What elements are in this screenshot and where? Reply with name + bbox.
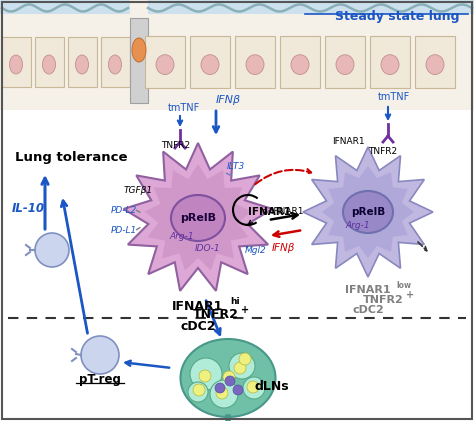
Text: PD-L1: PD-L1 (111, 226, 137, 234)
Text: TNFR2: TNFR2 (193, 309, 239, 322)
Text: pRelB: pRelB (180, 213, 216, 223)
Ellipse shape (381, 55, 399, 75)
Polygon shape (322, 166, 414, 258)
Circle shape (229, 353, 255, 379)
Circle shape (233, 385, 243, 395)
Bar (67, 37, 97, 87)
Ellipse shape (109, 55, 121, 74)
Bar (1, 37, 30, 87)
Ellipse shape (156, 55, 174, 75)
Circle shape (225, 376, 235, 386)
Circle shape (243, 377, 265, 399)
Bar (325, 36, 365, 88)
Circle shape (223, 371, 235, 383)
Circle shape (188, 382, 208, 402)
Circle shape (81, 336, 119, 374)
Text: PD-L2: PD-L2 (111, 205, 137, 215)
Text: IFNAR1: IFNAR1 (332, 138, 365, 147)
Text: Steady state lung: Steady state lung (336, 10, 460, 23)
Circle shape (247, 381, 259, 393)
Text: IFNβ: IFNβ (271, 243, 295, 253)
Text: tmTNF: tmTNF (168, 103, 200, 113)
Text: IFNβ: IFNβ (216, 95, 241, 105)
Bar (145, 36, 185, 88)
Text: TNFR2: TNFR2 (363, 295, 403, 305)
Polygon shape (124, 143, 273, 291)
Ellipse shape (171, 195, 225, 241)
Text: pT-reg: pT-reg (79, 373, 121, 386)
Text: tmTNF: tmTNF (378, 92, 410, 102)
Bar (148, 0, 474, 14)
Ellipse shape (336, 55, 354, 75)
Ellipse shape (291, 55, 309, 75)
Text: TGFβ1: TGFβ1 (123, 186, 153, 195)
Ellipse shape (181, 339, 275, 417)
Ellipse shape (246, 55, 264, 75)
Text: IL-10: IL-10 (11, 202, 45, 215)
Ellipse shape (75, 55, 89, 74)
Circle shape (216, 387, 228, 399)
Bar (190, 36, 230, 88)
Text: Mgl2: Mgl2 (245, 245, 267, 255)
Ellipse shape (201, 55, 219, 75)
Text: +: + (406, 290, 414, 300)
Text: ILT3: ILT3 (227, 162, 245, 171)
Ellipse shape (426, 55, 444, 75)
Circle shape (193, 384, 205, 396)
Text: IDO-1: IDO-1 (195, 243, 221, 253)
Polygon shape (303, 147, 433, 277)
Text: IFNAR1: IFNAR1 (173, 299, 224, 312)
Text: Lung tolerance: Lung tolerance (15, 152, 128, 165)
Circle shape (210, 380, 238, 408)
Text: +: + (241, 305, 249, 315)
Bar (130, 18, 148, 103)
Bar (280, 36, 320, 88)
Circle shape (35, 233, 69, 267)
Bar (415, 36, 455, 88)
Text: Arg-1: Arg-1 (170, 232, 194, 240)
Ellipse shape (9, 55, 23, 74)
Text: cDC2: cDC2 (180, 320, 216, 333)
Text: low: low (396, 280, 411, 290)
Text: α IFNAR1: α IFNAR1 (262, 207, 304, 216)
Text: pRelB: pRelB (351, 207, 385, 217)
Bar (100, 37, 129, 87)
Text: TNFR2: TNFR2 (162, 141, 191, 150)
Bar (0, 0, 474, 110)
Ellipse shape (132, 38, 146, 62)
Bar (235, 36, 275, 88)
Ellipse shape (343, 191, 393, 233)
Text: Arg-1: Arg-1 (346, 221, 370, 229)
Bar (370, 36, 410, 88)
Circle shape (215, 383, 225, 393)
Text: IFNAR1: IFNAR1 (248, 207, 291, 217)
Circle shape (239, 353, 251, 365)
Bar (35, 37, 64, 87)
Text: IFNAR1: IFNAR1 (345, 285, 391, 295)
Text: hi: hi (230, 296, 240, 306)
Text: TNFR2: TNFR2 (368, 147, 398, 157)
Circle shape (190, 358, 222, 390)
Circle shape (234, 362, 246, 374)
Bar (0, 0, 130, 14)
Text: cDC2: cDC2 (352, 305, 384, 315)
Ellipse shape (43, 55, 55, 74)
Polygon shape (145, 164, 252, 270)
Circle shape (199, 370, 211, 382)
Text: dLNs: dLNs (255, 379, 289, 392)
